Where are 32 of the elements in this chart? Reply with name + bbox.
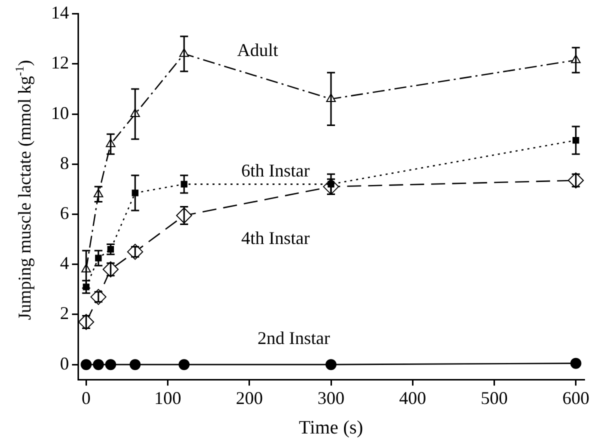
y-tick-label: 10 — [51, 102, 69, 123]
y-tick-label: 12 — [51, 52, 69, 73]
y-tick-label: 14 — [51, 2, 69, 23]
point — [105, 359, 116, 370]
x-tick-label: 0 — [82, 388, 91, 408]
x-tick-label: 100 — [154, 388, 182, 408]
point — [102, 261, 119, 278]
y-tick-label: 6 — [60, 202, 69, 223]
point — [80, 359, 92, 370]
y-tick-label: 8 — [60, 152, 69, 173]
point — [570, 358, 582, 369]
x-tick-label: 200 — [236, 388, 263, 408]
x-axis-title: Time (s) — [298, 418, 364, 439]
y-tick-label: 2 — [60, 303, 69, 324]
series-label: 4th Instar — [241, 228, 310, 248]
point — [130, 359, 141, 370]
x-tick-label: 500 — [480, 388, 508, 408]
point — [90, 288, 106, 305]
series-label: 2nd Instar — [258, 328, 330, 348]
x-tick-label: 400 — [399, 388, 426, 408]
series-label: 6th Instar — [241, 160, 310, 180]
point — [78, 314, 94, 330]
y-tick-label: 4 — [60, 253, 69, 274]
y-tick-label: 0 — [60, 353, 69, 374]
point — [178, 359, 190, 370]
point — [326, 359, 336, 370]
point — [92, 359, 104, 370]
point — [568, 172, 584, 188]
x-tick-label: 600 — [562, 388, 590, 408]
x-tick-label: 300 — [318, 388, 344, 408]
point — [127, 244, 144, 260]
series-label: Adult — [237, 40, 278, 60]
